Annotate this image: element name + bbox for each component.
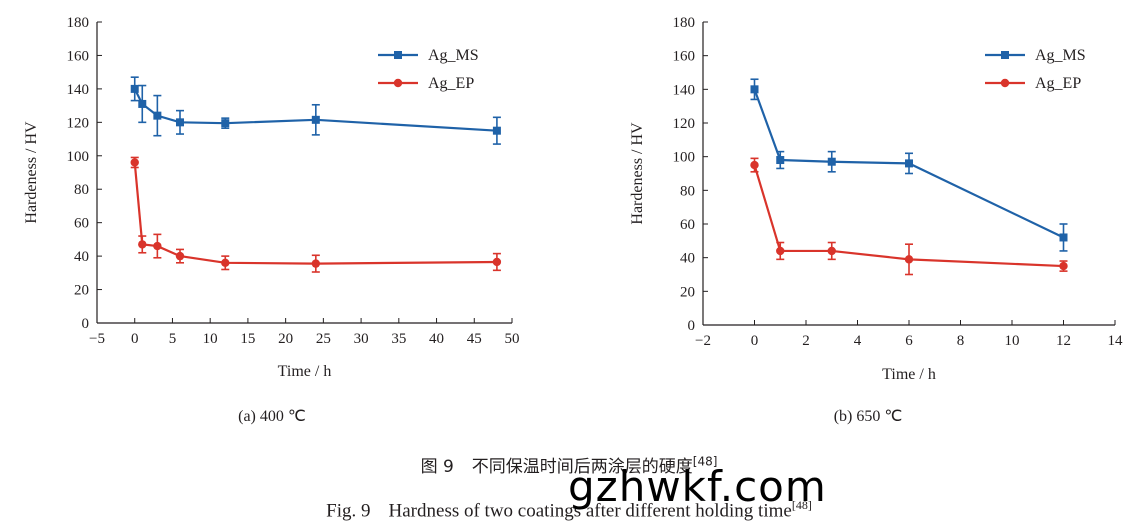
x-tick-label: −5 [89, 331, 105, 347]
caption-cn-ref: [48] [692, 454, 718, 469]
x-tick-label: 40 [429, 331, 444, 347]
data-point [130, 84, 139, 93]
x-tick-label: 0 [131, 331, 139, 347]
chart-subtitle: (b) 650 ℃ [834, 408, 903, 425]
x-axis-label: Time / h [882, 366, 936, 383]
data-point [311, 115, 320, 124]
y-tick-label: 180 [673, 15, 696, 31]
data-point [1059, 233, 1068, 242]
y-axis-label: Hardeness / HV [23, 121, 40, 224]
data-point [750, 85, 759, 94]
x-tick-label: 30 [354, 331, 369, 347]
y-tick-label: 0 [82, 316, 90, 332]
x-tick-label: 4 [854, 333, 862, 349]
data-point [153, 241, 162, 251]
y-tick-label: 40 [680, 251, 695, 267]
data-point [1059, 261, 1068, 271]
y-tick-label: 40 [74, 249, 89, 265]
data-point [311, 259, 321, 268]
data-point [175, 251, 185, 261]
x-tick-label: 15 [240, 331, 255, 347]
data-point [776, 156, 785, 165]
caption-chinese: 图 9 不同保温时间后两涂层的硬度[48] [0, 452, 1138, 477]
data-point [176, 118, 184, 127]
caption-en-text: Hardness of two coatings after different… [388, 500, 792, 522]
caption-cn-text: 不同保温时间后两涂层的硬度 [471, 457, 693, 477]
x-tick-label: 0 [751, 333, 759, 349]
y-tick-label: 140 [67, 82, 90, 98]
legend-entry: Ag_EP [1035, 75, 1081, 92]
y-tick-label: 160 [673, 49, 696, 65]
series-ag-ep: Ag_EP [130, 75, 502, 273]
series-ag-ep: Ag_EP [750, 75, 1081, 276]
caption-cn-label: 图 9 [420, 457, 454, 477]
x-tick-label: 35 [391, 331, 406, 347]
x-axis-label: Time / h [278, 363, 332, 380]
data-point [138, 99, 147, 108]
chart-a: −5 0 5 10 15 20 25 30 35 40 45 50020406080100120140… [23, 15, 520, 425]
x-tick-label: 45 [467, 331, 482, 347]
y-tick-label: 60 [74, 216, 89, 232]
y-tick-label: 80 [74, 182, 89, 198]
y-tick-label: 20 [74, 283, 89, 299]
data-point [153, 111, 162, 120]
legend-swatch-marker [1001, 51, 1009, 59]
data-point [776, 246, 785, 256]
x-tick-label: 10 [1005, 333, 1020, 349]
x-tick-label: 2 [802, 333, 810, 349]
data-point [750, 160, 759, 170]
chart-b: −2 0 2 4 6 8 10 12 14020406080100120140160180Tim… [629, 15, 1123, 425]
series-ag-ms: Ag_MS [750, 47, 1086, 252]
x-tick-label: 25 [316, 331, 331, 347]
data-point [492, 126, 501, 135]
y-tick-label: 160 [67, 48, 90, 64]
data-point [221, 258, 230, 267]
series-line [133, 162, 497, 265]
y-tick-label: 140 [673, 82, 696, 98]
y-tick-label: 120 [673, 116, 696, 132]
y-tick-label: 100 [673, 150, 696, 166]
x-tick-label: 14 [1108, 333, 1124, 349]
legend-entry: Ag_EP [428, 75, 474, 92]
legend-entry: Ag_MS [1035, 47, 1086, 64]
data-point [138, 240, 147, 249]
y-tick-label: 120 [67, 115, 90, 131]
x-tick-label: 10 [203, 331, 218, 347]
y-tick-label: 60 [680, 217, 695, 233]
x-tick-label: 6 [905, 333, 913, 349]
x-tick-label: 50 [505, 331, 520, 347]
legend-entry: Ag_MS [428, 47, 479, 64]
caption-english: Fig. 9 Hardness of two coatings after dif… [0, 498, 1138, 522]
legend-swatch-marker [1000, 78, 1010, 88]
y-tick-label: 180 [67, 15, 90, 31]
x-tick-label: 5 [169, 331, 177, 347]
y-tick-label: 0 [688, 318, 696, 334]
x-tick-label: 20 [278, 331, 293, 347]
x-tick-label: 12 [1056, 333, 1071, 349]
data-point [905, 159, 913, 168]
x-tick-label: 8 [957, 333, 965, 349]
chart-subtitle: (a) 400 ℃ [238, 408, 306, 425]
y-tick-label: 20 [680, 284, 695, 300]
data-point [904, 255, 914, 264]
data-point [827, 157, 836, 166]
data-point [130, 158, 139, 167]
legend-swatch-marker [393, 78, 403, 88]
caption-en-ref: [48] [791, 498, 812, 512]
caption-en-label: Fig. 9 [326, 500, 371, 522]
y-tick-label: 100 [67, 149, 90, 165]
legend-swatch-marker [394, 51, 402, 59]
x-tick-label: −2 [695, 333, 711, 349]
y-tick-label: 80 [680, 183, 695, 199]
watermark: gzhwkf.com [568, 462, 827, 511]
series-ag-ms: Ag_MS [130, 47, 501, 145]
y-axis-label: Hardeness / HV [629, 122, 646, 225]
data-point [221, 119, 230, 128]
data-point [827, 246, 836, 256]
data-point [492, 257, 502, 267]
